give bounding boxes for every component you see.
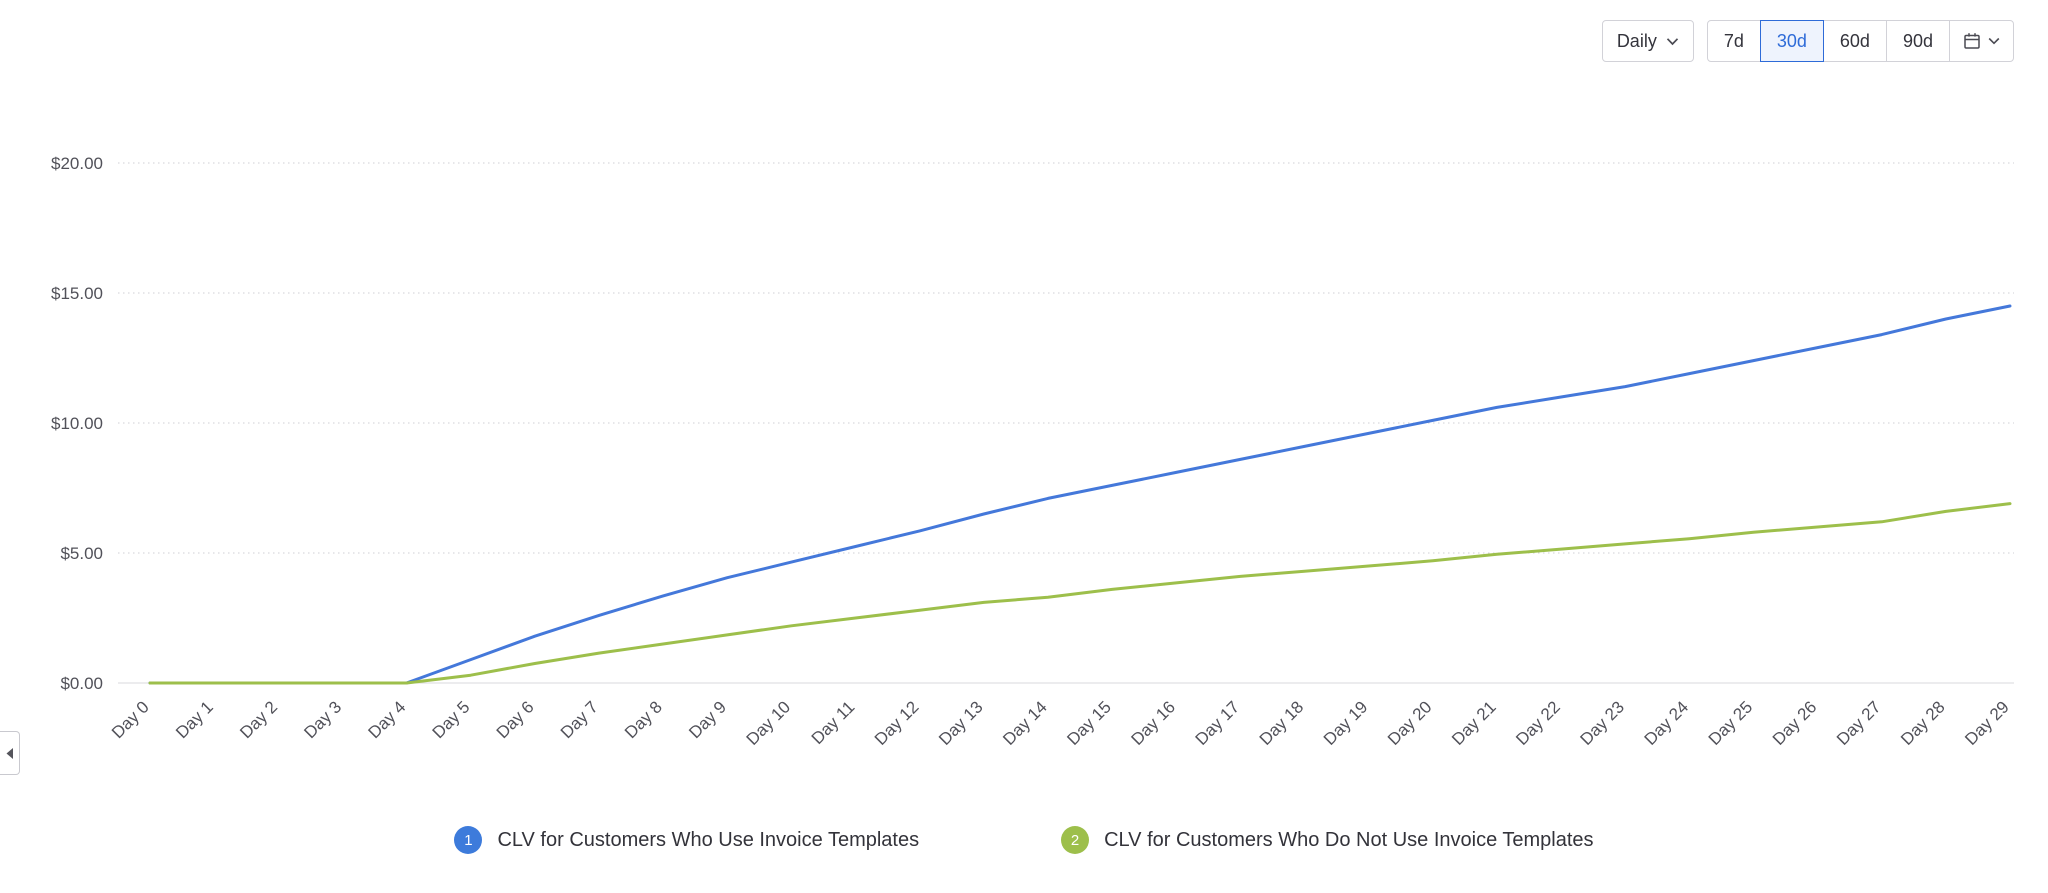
- series-1-label: CLV for Customers Who Use Invoice Templa…: [497, 828, 920, 851]
- range-60d-button[interactable]: 60d: [1822, 20, 1887, 62]
- x-tick-label: Day 3: [300, 697, 345, 742]
- x-tick-label: Day 21: [1448, 697, 1500, 749]
- x-tick-label: Day 7: [557, 697, 602, 742]
- x-tick-label: Day 29: [1961, 697, 2013, 749]
- range-7d-button[interactable]: 7d: [1706, 20, 1761, 62]
- x-tick-label: Day 19: [1320, 697, 1372, 749]
- x-tick-label: Day 2: [236, 697, 281, 742]
- calendar-icon: [1963, 32, 1981, 50]
- y-tick-label: $10.00: [51, 414, 103, 433]
- x-tick-label: Day 28: [1897, 697, 1949, 749]
- y-tick-label: $0.00: [60, 674, 103, 693]
- x-tick-label: Day 24: [1641, 697, 1693, 749]
- granularity-value: Daily: [1616, 31, 1657, 51]
- x-tick-label: Day 10: [743, 697, 795, 749]
- x-tick-label: Day 17: [1192, 697, 1244, 749]
- calendar-range-button[interactable]: [1949, 20, 2014, 62]
- x-tick-label: Day 12: [871, 697, 923, 749]
- x-tick-label: Day 20: [1384, 697, 1436, 749]
- series-2-label: CLV for Customers Who Do Not Use Invoice…: [1104, 828, 1594, 851]
- x-tick-label: Day 0: [108, 697, 153, 742]
- chevron-down-icon: [1988, 37, 2000, 45]
- series-line-1: [148, 304, 2012, 685]
- x-tick-label: Day 27: [1833, 697, 1885, 749]
- y-tick-label: $15.00: [51, 284, 103, 303]
- x-tick-label: Day 8: [621, 697, 666, 742]
- series-2-badge: 2: [1061, 826, 1090, 854]
- y-tick-label: $20.00: [51, 154, 103, 173]
- x-tick-label: Day 26: [1769, 697, 1821, 749]
- series-line-2: [148, 502, 2012, 685]
- series-1-badge: 1: [454, 826, 483, 854]
- x-tick-label: Day 15: [1063, 697, 1115, 749]
- chart-toolbar: Daily 7d 30d 60d 90d: [1601, 20, 2014, 62]
- x-tick-label: Day 1: [172, 697, 217, 742]
- chevron-down-icon: [1666, 37, 1679, 46]
- range-90d-button[interactable]: 90d: [1885, 20, 1950, 62]
- x-tick-label: Day 9: [685, 697, 730, 742]
- collapse-left-arrow-button[interactable]: [0, 731, 20, 775]
- x-tick-label: Day 6: [493, 697, 538, 742]
- x-tick-label: Day 11: [808, 697, 859, 748]
- x-tick-label: Day 16: [1128, 697, 1180, 749]
- x-tick-label: Day 22: [1512, 697, 1564, 749]
- clv-line-chart[interactable]: $0.00 $5.00 $10.00 $15.00 $20.00 Day 0 Day 1 Da…: [0, 0, 2048, 800]
- x-tick-label: Day 4: [365, 697, 410, 742]
- chart-legend: 1 CLV for Customers Who Use Invoice Temp…: [0, 826, 2048, 854]
- x-tick-label: Day 13: [935, 697, 987, 749]
- chevron-left-icon: [5, 747, 14, 760]
- x-tick-label: Day 14: [999, 697, 1051, 749]
- legend-item-series-1[interactable]: 1 CLV for Customers Who Use Invoice Temp…: [454, 826, 919, 854]
- x-tick-label: Day 25: [1705, 697, 1757, 749]
- x-tick-label: Day 5: [429, 697, 474, 742]
- granularity-dropdown[interactable]: Daily: [1601, 20, 1694, 62]
- x-tick-label: Day 18: [1256, 697, 1308, 749]
- date-range-segment: 7d 30d 60d 90d: [1706, 20, 2014, 62]
- x-tick-label: Day 23: [1576, 697, 1628, 749]
- range-30d-button[interactable]: 30d: [1759, 20, 1824, 62]
- y-tick-label: $5.00: [60, 544, 103, 563]
- legend-item-series-2[interactable]: 2 CLV for Customers Who Do Not Use Invoi…: [1061, 826, 1594, 854]
